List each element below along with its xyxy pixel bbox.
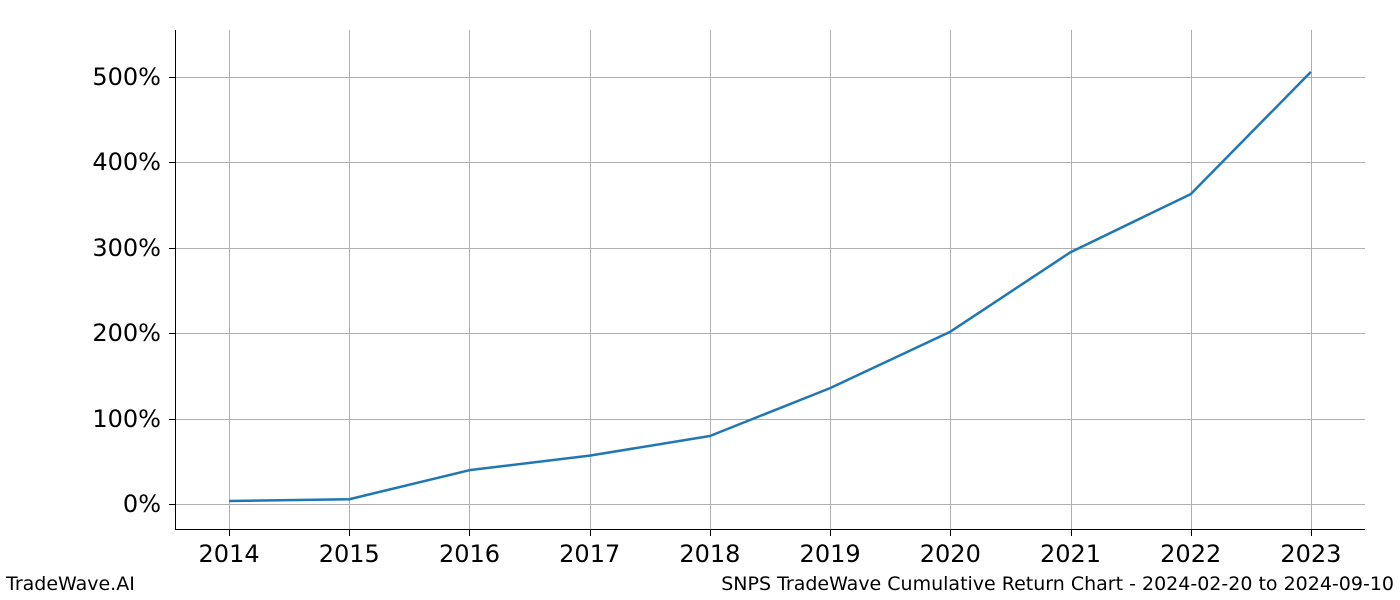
x-tick-label: 2023: [1280, 540, 1341, 568]
x-tick-mark: [590, 530, 591, 536]
x-tick-mark: [1311, 530, 1312, 536]
x-tick-mark: [349, 530, 350, 536]
return-line-series: [229, 72, 1311, 501]
x-tick-label: 2015: [319, 540, 380, 568]
x-tick-mark: [1191, 530, 1192, 536]
y-tick-label: 100%: [1, 405, 161, 433]
x-tick-label: 2018: [679, 540, 740, 568]
series-svg: [175, 30, 1365, 530]
x-tick-label: 2019: [800, 540, 861, 568]
x-tick-label: 2014: [199, 540, 260, 568]
x-tick-label: 2016: [439, 540, 500, 568]
x-tick-mark: [229, 530, 230, 536]
y-tick-label: 200%: [1, 319, 161, 347]
x-tick-mark: [710, 530, 711, 536]
x-tick-label: 2022: [1160, 540, 1221, 568]
y-tick-label: 400%: [1, 148, 161, 176]
footer-right-label: SNPS TradeWave Cumulative Return Chart -…: [721, 573, 1394, 595]
x-tick-label: 2017: [559, 540, 620, 568]
x-tick-mark: [950, 530, 951, 536]
x-tick-mark: [1071, 530, 1072, 536]
y-tick-label: 500%: [1, 63, 161, 91]
y-tick-label: 300%: [1, 234, 161, 262]
x-tick-label: 2021: [1040, 540, 1101, 568]
plot-area: 0%100%200%300%400%500%201420152016201720…: [175, 30, 1365, 530]
footer-left-label: TradeWave.AI: [6, 573, 135, 595]
x-tick-label: 2020: [920, 540, 981, 568]
cumulative-return-chart: 0% 100% 200% 300% 400% 500% 2014 2015 2016 2017 20…: [0, 0, 1400, 600]
x-tick-mark: [469, 530, 470, 536]
y-tick-label: 0%: [1, 490, 161, 518]
x-tick-mark: [830, 530, 831, 536]
